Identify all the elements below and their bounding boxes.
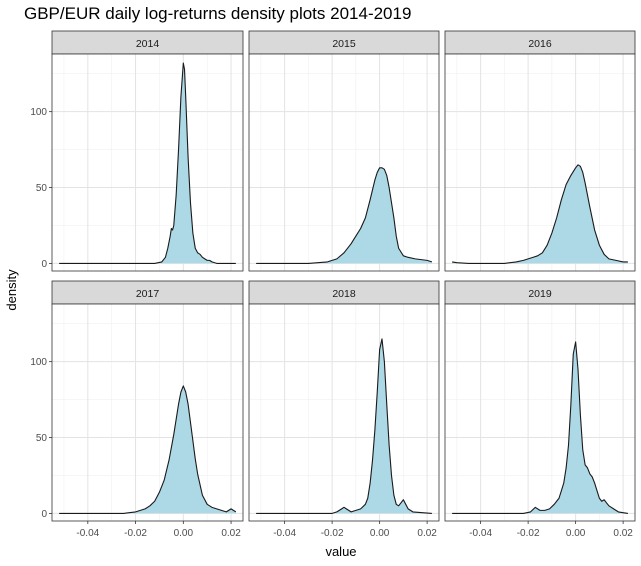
facet-panel-2014: 2014 0 50 100 xyxy=(30,30,244,272)
x-tick-label: -0.02 xyxy=(124,528,147,539)
facet-plot-area xyxy=(52,54,243,271)
y-tick-label: 0 xyxy=(41,259,47,270)
x-tick-label: 0.00 xyxy=(370,528,390,539)
x-tick-label: 0.00 xyxy=(174,528,194,539)
density-area-2015 xyxy=(256,167,432,264)
facet-panel-border xyxy=(444,53,636,272)
y-tick-label: 50 xyxy=(36,183,48,194)
facet-strip-label: 2014 xyxy=(136,38,160,50)
x-tick-label: 0.02 xyxy=(221,528,241,539)
density-line-2018 xyxy=(256,338,432,514)
density-line-2017 xyxy=(59,385,237,514)
facet-panel-border xyxy=(248,53,440,272)
facet-panel-2019: 2019 -0.04 -0.02 0.00 0.02 xyxy=(444,280,636,539)
facet-strip-label: 2015 xyxy=(332,38,356,50)
facet-plot-area xyxy=(249,304,439,521)
y-tick-label: 0 xyxy=(41,509,47,520)
facet-plot-area xyxy=(52,304,243,521)
facet-panel-2015: 2015 xyxy=(248,30,440,272)
density-area-2017 xyxy=(59,385,236,514)
facet-plot-area xyxy=(445,54,635,271)
x-tick-label: 0.00 xyxy=(566,528,586,539)
density-line-2016 xyxy=(452,164,628,264)
facet-panel-2016: 2016 xyxy=(444,30,636,272)
x-tick-label: -0.04 xyxy=(273,528,296,539)
x-tick-label: -0.02 xyxy=(321,528,344,539)
facet-plot-area xyxy=(445,304,635,521)
density-line-2014 xyxy=(59,62,236,264)
chart-title: GBP/EUR daily log-returns density plots … xyxy=(24,4,411,23)
y-tick-label: 100 xyxy=(30,357,47,368)
y-tick-label: 50 xyxy=(36,433,48,444)
facet-strip-label: 2018 xyxy=(332,288,356,300)
density-line-2019 xyxy=(452,341,628,514)
facet-strip-label: 2017 xyxy=(136,288,160,300)
x-tick-label: -0.04 xyxy=(76,528,99,539)
facet-panel-border xyxy=(248,303,440,522)
x-tick-label: 0.02 xyxy=(417,528,437,539)
facet-strip-label: 2019 xyxy=(528,288,552,300)
density-area-2018 xyxy=(256,338,432,514)
x-tick-label: 0.02 xyxy=(613,528,633,539)
facet-panel-border xyxy=(51,303,244,522)
facet-panel-2017: 2017 0 50 100 -0.04 -0.02 0.00 0.02 xyxy=(30,280,244,539)
x-tick-label: -0.04 xyxy=(469,528,492,539)
density-area-2016 xyxy=(452,164,628,264)
facet-grid: 2014 0 50 100 2015 2016 2017 0 50 100 -0.04 -0.02 0.… xyxy=(30,30,636,539)
facet-panel-border xyxy=(444,303,636,522)
facet-plot-area xyxy=(249,54,439,271)
x-tick-label: -0.02 xyxy=(517,528,540,539)
density-area-2019 xyxy=(452,341,628,514)
y-axis-title: density xyxy=(4,269,19,311)
x-axis-title: value xyxy=(325,544,356,559)
facet-strip-label: 2016 xyxy=(528,38,552,50)
facet-panel-border xyxy=(51,53,244,272)
density-line-2015 xyxy=(256,167,433,264)
facet-panel-2018: 2018 -0.04 -0.02 0.00 0.02 xyxy=(248,280,440,539)
y-tick-label: 100 xyxy=(30,107,47,118)
